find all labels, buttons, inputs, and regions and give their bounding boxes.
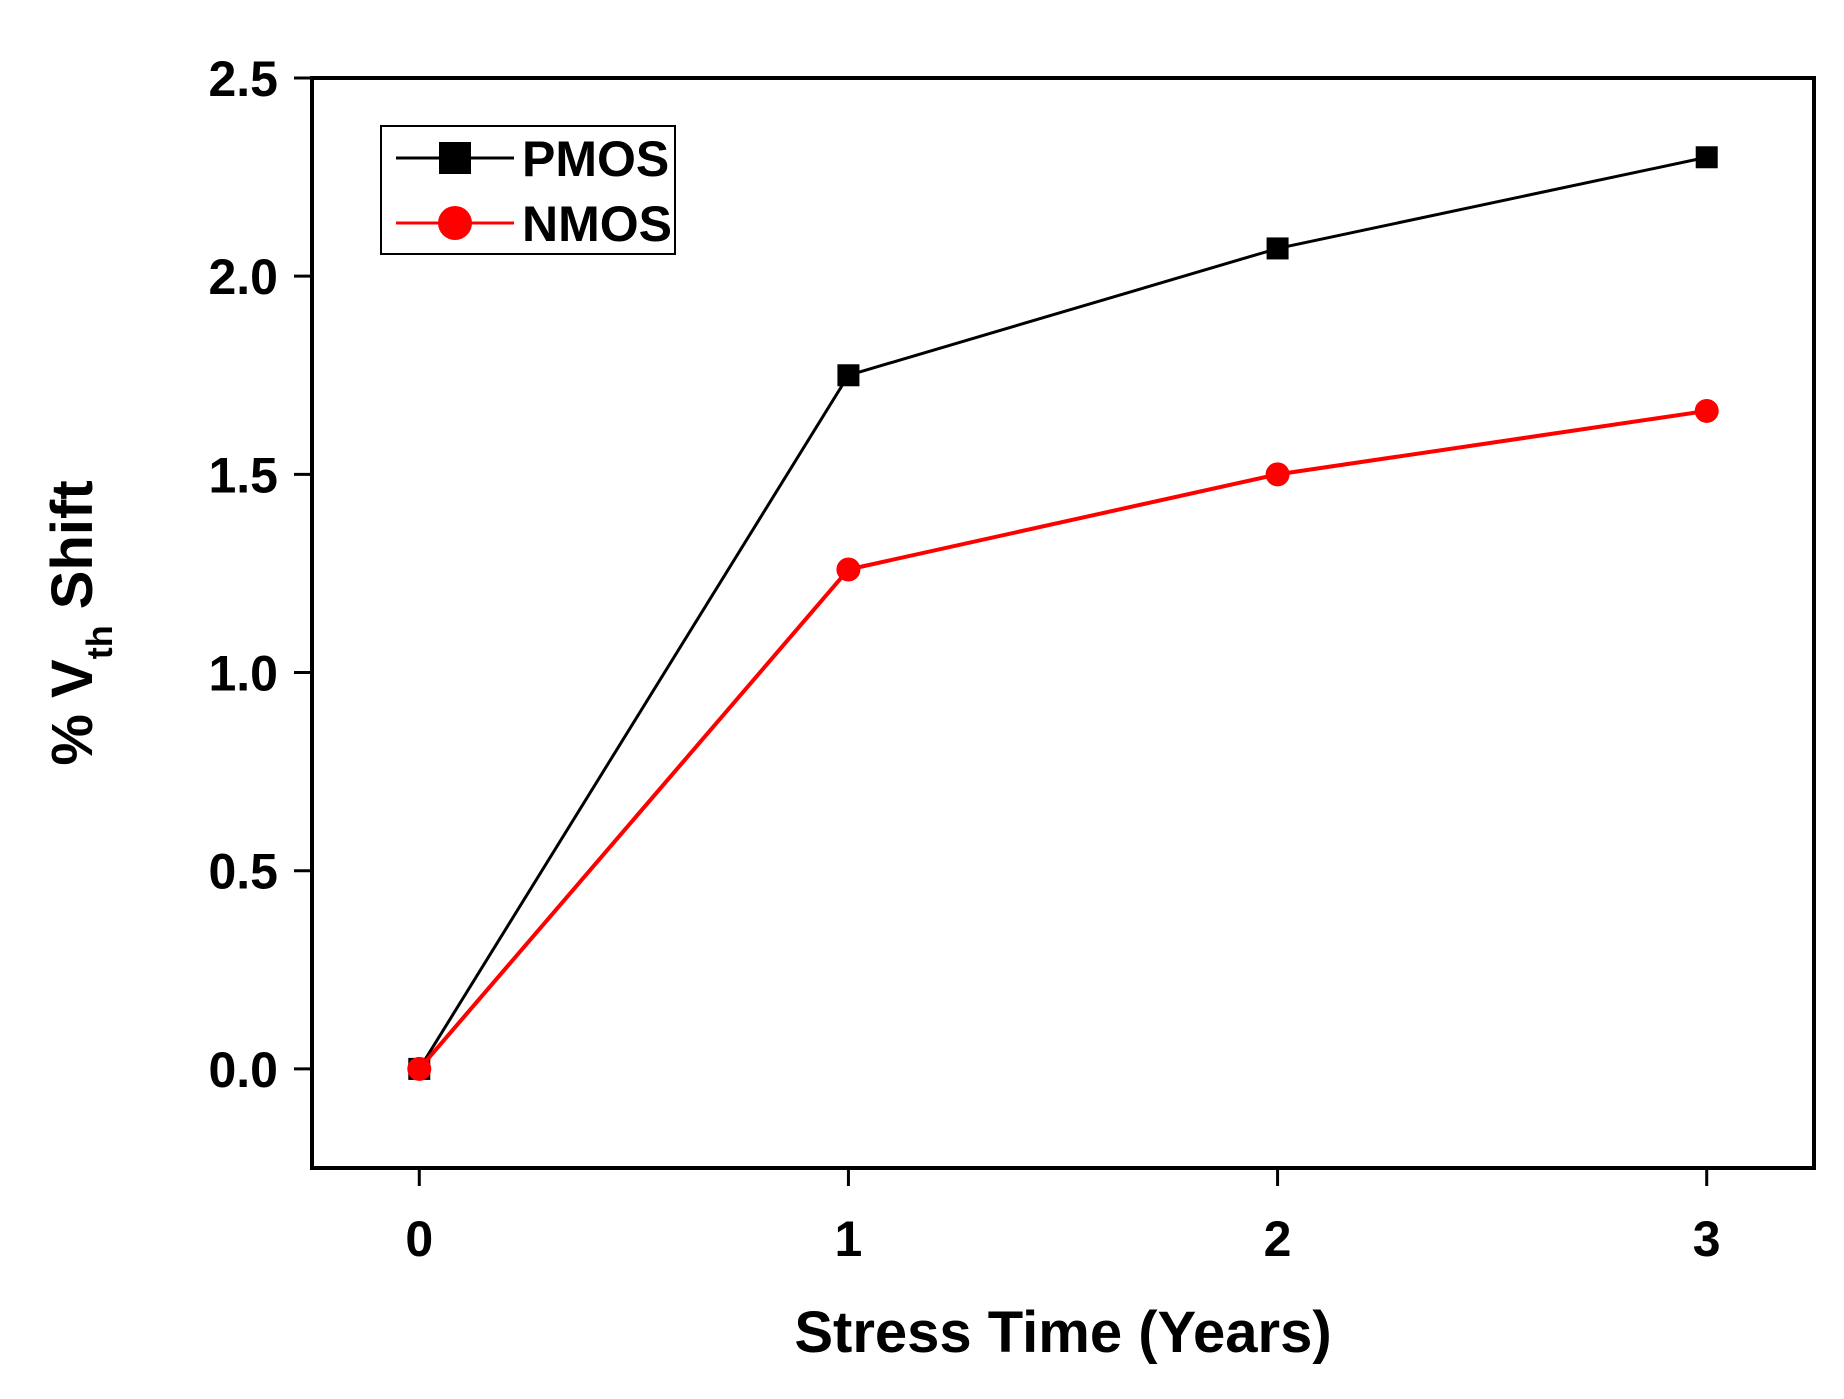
series-layer: [407, 146, 1719, 1081]
y-tick-label: 0.5: [208, 844, 278, 900]
pmos-point-marker: [1266, 237, 1289, 260]
legend-pmos-label: PMOS: [522, 131, 669, 187]
legend-nmos-label: NMOS: [522, 196, 672, 252]
y-axis-title-subscript: th: [79, 625, 120, 659]
x-axis-title: Stress Time (Years): [794, 1300, 1331, 1365]
legend-pmos-marker: [439, 142, 471, 174]
y-tick-label: 1.0: [208, 646, 278, 702]
y-tick-label: 2.0: [208, 249, 278, 305]
y-axis-title: % Vth Shift: [40, 480, 120, 765]
y-tick-label: 1.5: [208, 447, 278, 503]
nmos-point-marker: [836, 557, 861, 582]
x-tick-label: 1: [835, 1211, 863, 1267]
plot-frame: [310, 76, 1816, 1170]
nmos-point-marker: [1265, 462, 1290, 487]
x-tick-label: 0: [405, 1211, 433, 1267]
legend-item-pmos: PMOS: [396, 131, 669, 187]
legend: PMOS NMOS: [380, 125, 676, 255]
nmos-point-marker: [407, 1056, 432, 1081]
nmos-point-marker: [1694, 398, 1719, 423]
pmos-point-marker: [837, 364, 860, 387]
x-tick-label: 3: [1693, 1211, 1721, 1267]
x-tick-labels: 0 1 2 3: [405, 1211, 1720, 1267]
y-axis-title-suffix: Shift: [40, 480, 105, 625]
y-axis-title-prefix: % V: [40, 659, 105, 766]
x-tick-label: 2: [1264, 1211, 1292, 1267]
axis-ticks: [294, 76, 1709, 1186]
y-tick-label: 0.0: [208, 1042, 278, 1098]
y-tick-label: 2.5: [208, 51, 278, 107]
pmos-series-line: [418, 155, 1708, 1070]
legend-box: [380, 125, 676, 255]
y-tick-labels: 0.0 0.5 1.0 1.5 2.0 2.5: [208, 51, 278, 1098]
legend-nmos-marker: [438, 206, 472, 240]
pmos-point-marker: [1695, 146, 1718, 169]
legend-item-nmos: NMOS: [396, 196, 672, 252]
nmos-series-line: [417, 408, 1708, 1071]
